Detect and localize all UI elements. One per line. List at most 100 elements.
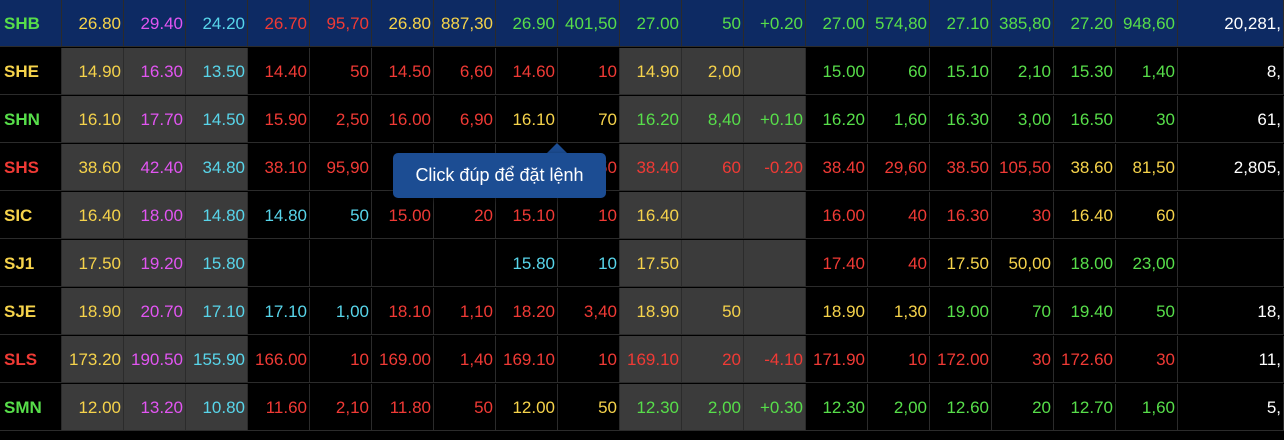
ask3-price-cell: 16.40 — [1054, 192, 1116, 239]
stock-row[interactable]: SMN 12.00 13.20 10.80 11.60 2,10 11.80 50 12.00 5… — [0, 384, 1284, 432]
stock-row[interactable]: SJE 18.90 20.70 17.10 17.10 1,00 18.10 1,10 18.2… — [0, 288, 1284, 336]
bid2-price-cell: 18.10 — [372, 288, 434, 335]
ask1-volume-cell: 29,60 — [868, 144, 930, 191]
match-price-cell: 38.40 — [620, 144, 682, 191]
ceiling-price-cell: 190.50 — [124, 336, 186, 383]
change-cell — [744, 240, 806, 287]
symbol-cell[interactable]: SIC — [0, 192, 62, 239]
ref-price-cell: 17.50 — [62, 240, 124, 287]
stock-row[interactable]: SHN 16.10 17.70 14.50 15.90 2,50 16.00 6,90 16.1… — [0, 96, 1284, 144]
bid1-volume-cell: 10 — [558, 48, 620, 95]
ask1-volume-cell: 574,80 — [868, 0, 930, 47]
stock-row[interactable]: SIC 16.40 18.00 14.80 14.80 50 15.00 20 15.10 10 1… — [0, 192, 1284, 240]
ceiling-price-cell: 20.70 — [124, 288, 186, 335]
match-volume-cell: 50 — [682, 288, 744, 335]
bid1-volume-cell: 50 — [558, 384, 620, 431]
bid3-volume-cell: 95,70 — [310, 0, 372, 47]
bid2-volume-cell: 6,90 — [434, 96, 496, 143]
total-volume-cell: 20,281, — [1178, 0, 1284, 47]
match-price-cell: 27.00 — [620, 0, 682, 47]
ask3-price-cell: 16.50 — [1054, 96, 1116, 143]
ask1-volume-cell: 1,30 — [868, 288, 930, 335]
ref-price-cell: 26.80 — [62, 0, 124, 47]
symbol-cell[interactable]: SHB — [0, 0, 62, 47]
bid3-volume-cell: 50 — [310, 192, 372, 239]
bid1-volume-cell: 70 — [558, 96, 620, 143]
ask2-price-cell: 27.10 — [930, 0, 992, 47]
bid1-price-cell: 12.00 — [496, 384, 558, 431]
ask3-price-cell: 19.40 — [1054, 288, 1116, 335]
match-volume-cell: 60 — [682, 144, 744, 191]
ask2-price-cell: 16.30 — [930, 96, 992, 143]
symbol-cell[interactable]: SHE — [0, 48, 62, 95]
change-cell: +0.30 — [744, 384, 806, 431]
stock-row[interactable]: SLS 173.20 190.50 155.90 166.00 10 169.00 1,40 1… — [0, 336, 1284, 384]
bid1-price-cell: 18.20 — [496, 288, 558, 335]
ask3-volume-cell: 50 — [1116, 288, 1178, 335]
ask3-volume-cell: 60 — [1116, 192, 1178, 239]
ask3-volume-cell: 81,50 — [1116, 144, 1178, 191]
change-cell — [744, 48, 806, 95]
ref-price-cell: 173.20 — [62, 336, 124, 383]
stock-row[interactable]: SHE 14.90 16.30 13.50 14.40 50 14.50 6,60 14.60 1… — [0, 48, 1284, 96]
floor-price-cell: 13.50 — [186, 48, 248, 95]
bid3-price-cell: 17.10 — [248, 288, 310, 335]
symbol-cell[interactable]: SJE — [0, 288, 62, 335]
total-volume-cell — [1178, 240, 1284, 287]
match-volume-cell — [682, 192, 744, 239]
match-price-cell: 18.90 — [620, 288, 682, 335]
total-volume-cell: 61, — [1178, 96, 1284, 143]
ask1-volume-cell: 2,00 — [868, 384, 930, 431]
bid1-price-cell: 26.90 — [496, 0, 558, 47]
bid1-volume-cell: 10 — [558, 336, 620, 383]
floor-price-cell: 14.50 — [186, 96, 248, 143]
ask1-volume-cell: 1,60 — [868, 96, 930, 143]
bid3-volume-cell — [310, 240, 372, 287]
symbol-cell[interactable]: SHN — [0, 96, 62, 143]
ask2-price-cell: 15.10 — [930, 48, 992, 95]
symbol-cell[interactable]: SJ1 — [0, 240, 62, 287]
match-price-cell: 17.50 — [620, 240, 682, 287]
bid3-price-cell: 15.90 — [248, 96, 310, 143]
match-volume-cell: 20 — [682, 336, 744, 383]
ask2-volume-cell: 2,10 — [992, 48, 1054, 95]
match-price-cell: 14.90 — [620, 48, 682, 95]
ask2-price-cell: 17.50 — [930, 240, 992, 287]
bid3-volume-cell: 95,90 — [310, 144, 372, 191]
bid2-volume-cell: 20 — [434, 192, 496, 239]
match-price-cell: 16.40 — [620, 192, 682, 239]
ceiling-price-cell: 42.40 — [124, 144, 186, 191]
symbol-cell[interactable]: SMN — [0, 384, 62, 431]
change-cell: -0.20 — [744, 144, 806, 191]
total-volume-cell: 8, — [1178, 48, 1284, 95]
match-price-cell: 169.10 — [620, 336, 682, 383]
stock-row[interactable]: SHS38.6042.4034.8038.1095,9035038.4060-0… — [0, 144, 1284, 192]
bid3-price-cell: 14.40 — [248, 48, 310, 95]
ceiling-price-cell: 17.70 — [124, 96, 186, 143]
ask1-volume-cell: 10 — [868, 336, 930, 383]
bid1-volume-cell: 10 — [558, 192, 620, 239]
ask2-price-cell: 38.50 — [930, 144, 992, 191]
ask2-volume-cell: 30 — [992, 192, 1054, 239]
ask1-price-cell: 12.30 — [806, 384, 868, 431]
total-volume-cell: 18, — [1178, 288, 1284, 335]
stock-row[interactable]: SHB 26.80 29.40 24.20 26.70 95,70 26.80 887,30 2… — [0, 0, 1284, 48]
ceiling-price-cell: 29.40 — [124, 0, 186, 47]
bid3-volume-cell: 2,50 — [310, 96, 372, 143]
ask3-volume-cell: 948,60 — [1116, 0, 1178, 47]
bid1-volume-cell: 3,40 — [558, 288, 620, 335]
ceiling-price-cell: 16.30 — [124, 48, 186, 95]
symbol-cell[interactable]: SLS — [0, 336, 62, 383]
stock-row[interactable]: SJ1 17.50 19.20 15.80 15.80 10 17.50 17.40 40 17.… — [0, 240, 1284, 288]
symbol-cell[interactable]: SHS — [0, 144, 62, 191]
ref-price-cell: 18.90 — [62, 288, 124, 335]
ask1-price-cell: 27.00 — [806, 0, 868, 47]
bid3-price-cell: 166.00 — [248, 336, 310, 383]
total-volume-cell — [1178, 192, 1284, 239]
floor-price-cell: 24.20 — [186, 0, 248, 47]
ref-price-cell: 16.10 — [62, 96, 124, 143]
ask3-price-cell: 15.30 — [1054, 48, 1116, 95]
ask1-price-cell: 17.40 — [806, 240, 868, 287]
ask1-price-cell: 16.00 — [806, 192, 868, 239]
